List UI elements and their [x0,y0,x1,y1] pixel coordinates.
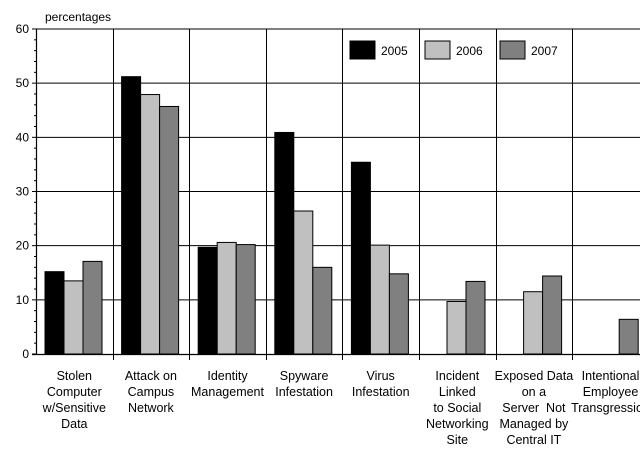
bar [121,76,142,355]
x-tick-label-line: Identity [207,369,248,383]
x-tick-label-line: Employee [582,385,639,399]
x-tick-label-line: to Social [433,401,482,415]
y-tick-label: 20 [16,239,30,253]
x-tick-label-line: Network [127,401,174,415]
bar [159,105,180,355]
x-tick-label: Stolen Computer w/Sensitive Data [34,368,114,432]
x-tick-label: Incident Linked to Social Networking Site [417,368,497,448]
legend-label: 2007 [531,44,558,58]
bar [446,300,467,355]
legend-swatch [349,40,376,60]
x-tick-label-line: Managed by [499,417,569,431]
x-tick-label-line: Incident [435,369,480,383]
y-tick-label: 30 [16,185,30,199]
x-tick-label-line: on a [521,385,547,399]
legend-label: 2006 [456,44,483,58]
x-tick-label-line: Intentional [581,369,640,383]
x-tick-label-line: Infestation [351,385,410,399]
bar [542,275,563,355]
x-tick-label-line: Campus [127,385,175,399]
x-tick-label-line: Management [191,385,264,399]
x-tick-label: Exposed Data on a Server Not Managed by Cent… [494,368,574,448]
category-separators [113,29,573,360]
bar [465,280,486,355]
bar [388,273,409,355]
x-tick-label-line: Networking [426,417,489,431]
legend-swatch [499,40,526,60]
x-tick-label-line: Data [61,417,88,431]
bar [369,244,390,355]
bar [312,266,333,355]
y-tick-label: 10 [16,293,30,307]
bar [618,318,639,355]
x-tick-label: Spyware Infestation [264,368,344,400]
bar [216,241,237,355]
x-tick-label: Attack on Campus Network [111,368,191,416]
x-tick-label-line: Linked [438,385,476,399]
bar [197,246,218,355]
bar [274,131,295,355]
axes [32,29,640,356]
bar [235,244,256,355]
bar [350,161,371,355]
x-tick-label: Virus Infestation [341,368,421,400]
bar [293,210,314,355]
x-tick-label-line: Site [446,433,469,447]
x-tick-label: Intentional Employee Transgression [571,368,640,416]
x-tick-label-line: Attack on [124,369,177,383]
y-tick-label: 0 [22,347,29,361]
x-tick-label-line: Server Not [502,401,566,415]
x-tick-label-line: Stolen [56,369,93,383]
bar [523,291,544,355]
bar [140,94,161,355]
y-tick-label: 60 [16,22,30,36]
legend-swatch [424,40,451,60]
y-tick-label: 40 [16,130,30,144]
x-tick-label-line: Transgression [571,401,640,415]
x-tick-label-line: Exposed Data [494,369,574,383]
x-tick-label-line: Computer [46,385,102,399]
x-tick-label-line: Virus [366,369,395,383]
y-tick-label: 50 [16,76,30,90]
bars [44,76,639,355]
legend: 2005 2006 2007 [349,40,558,60]
x-tick-label-line: Central IT [506,433,562,447]
x-tick-label-line: Infestation [275,385,333,399]
legend-label: 2005 [381,44,408,58]
x-tick-label: Identity Management [188,368,268,400]
x-tick-label-line: w/Sensitive [42,401,106,415]
bar [82,260,103,355]
y-axis-label: percentages [45,10,111,24]
y-tick-labels: 0 10 20 30 40 50 60 [16,22,30,361]
bar [63,280,84,355]
bar [44,271,65,355]
x-tick-label-line: Spyware [279,369,329,383]
